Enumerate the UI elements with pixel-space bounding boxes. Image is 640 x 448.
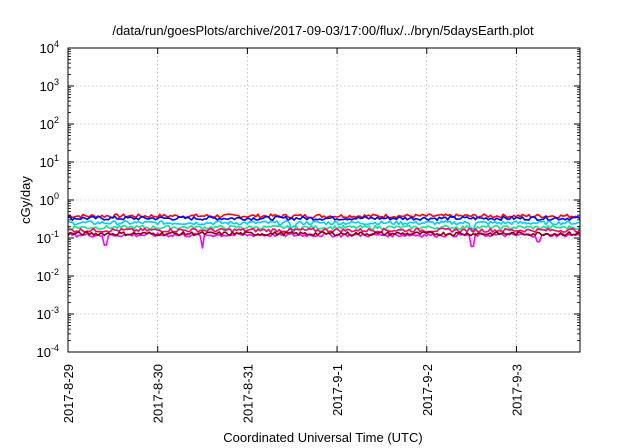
x-tick-label: 2017-9-1 (330, 364, 345, 416)
x-tick-label: 2017-8-31 (240, 364, 255, 423)
chart-title: /data/run/goesPlots/archive/2017-09-03/1… (112, 23, 534, 38)
y-tick-label: 10-1 (37, 229, 59, 246)
y-tick-label: 100 (40, 191, 59, 208)
y-tick-label: 10-2 (37, 267, 59, 284)
y-tick-label: 103 (40, 77, 59, 94)
series-line (67, 220, 581, 233)
y-tick-label: 104 (40, 39, 59, 56)
series-line (67, 213, 581, 219)
y-tick-label: 101 (40, 153, 59, 170)
series-line (67, 227, 581, 233)
series-line (67, 215, 581, 221)
y-axis-label: cGy/day (18, 176, 33, 224)
series-line (67, 224, 581, 231)
x-axis-label: Coordinated Universal Time (UTC) (223, 430, 422, 445)
series-group (67, 213, 581, 249)
series-line (67, 231, 581, 237)
y-axis: 10-4 10-3 10-2 10-1 100 101 102 103 104 (37, 39, 580, 360)
y-tick-label: 10-3 (37, 305, 59, 322)
x-axis: 2017-8-29 2017-8-30 2017-8-31 2017-9-1 2017-… (61, 48, 524, 423)
series-line (67, 232, 581, 249)
y-tick-label: 102 (40, 115, 59, 132)
x-tick-label: 2017-9-3 (509, 364, 524, 416)
x-tick-label: 2017-8-29 (61, 364, 76, 423)
grid (67, 48, 580, 352)
x-tick-label: 2017-9-2 (420, 364, 435, 416)
x-tick-label: 2017-8-30 (151, 364, 166, 423)
y-tick-label: 10-4 (37, 343, 59, 360)
